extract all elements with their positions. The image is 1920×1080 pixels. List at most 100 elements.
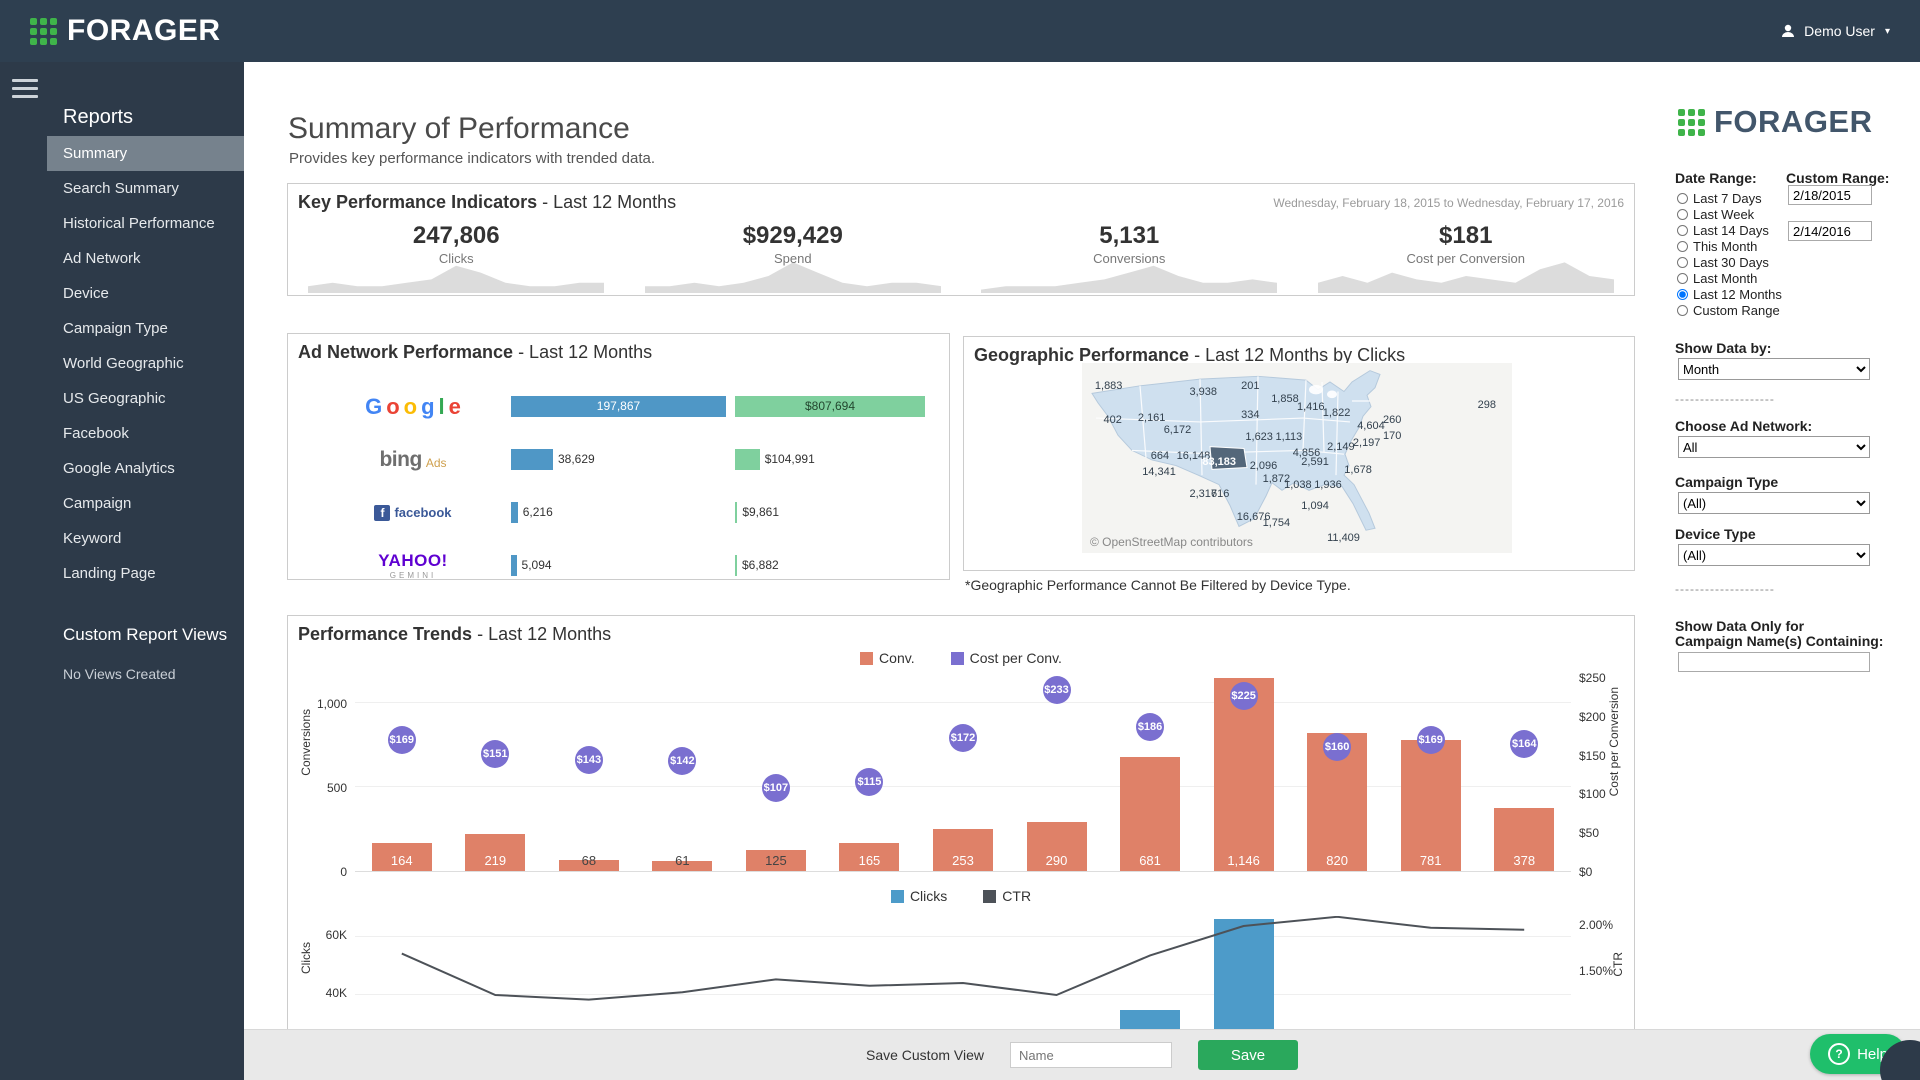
chart1-right-tick: $250	[1579, 671, 1606, 685]
sidebar-item-summary[interactable]: Summary	[47, 136, 244, 171]
campaign-type-select[interactable]: (All)	[1678, 492, 1870, 514]
user-menu[interactable]: Demo User ▾	[1780, 23, 1890, 39]
sidebar-item-campaign-type[interactable]: Campaign Type	[63, 320, 168, 337]
spend-value: $9,861	[742, 505, 780, 519]
show-data-by-select[interactable]: Month	[1678, 358, 1870, 380]
sidebar-item-historical-performance[interactable]: Historical Performance	[63, 215, 215, 232]
sidebar-item-search-summary[interactable]: Search Summary	[63, 180, 179, 197]
geo-state-clicks: 334	[1241, 408, 1260, 421]
campaign-name-filter-input[interactable]	[1678, 652, 1870, 672]
date-range-option-last-12-months[interactable]: Last 12 Months	[1677, 286, 1782, 302]
geo-state-clicks: 14,341	[1142, 465, 1176, 478]
hamburger-menu-icon[interactable]	[12, 74, 38, 103]
sidebar-item-google-analytics[interactable]: Google Analytics	[63, 460, 175, 477]
sidebar-item-us-geographic[interactable]: US Geographic	[63, 390, 166, 407]
custom-range-to-input[interactable]	[1788, 221, 1872, 241]
cost-per-conversion-point: $142	[668, 746, 697, 775]
kpi-label: Cost per Conversion	[1406, 251, 1526, 266]
date-range-option-last-7-days[interactable]: Last 7 Days	[1677, 190, 1782, 206]
legend-swatch-cost-per-conv	[950, 651, 964, 665]
date-range-radio-last-12-months[interactable]	[1677, 288, 1688, 300]
date-range-radio-last-month[interactable]	[1677, 272, 1688, 284]
date-range-radio-custom-range[interactable]	[1677, 304, 1688, 316]
conversions-bar	[839, 843, 900, 871]
geographic-panel-title: Geographic Performance - Last 12 Months …	[974, 345, 1405, 366]
geo-state-clicks: 201	[1241, 380, 1260, 393]
cost-per-conversion-point: $115	[855, 767, 884, 796]
cost-per-conversion-point: $186	[1136, 712, 1165, 741]
sidebar-item-keyword[interactable]: Keyword	[63, 530, 122, 547]
cost-per-conversion-point: $164	[1510, 729, 1539, 758]
forager-logo: FORAGER	[30, 14, 221, 48]
ad-network-select[interactable]: All	[1678, 436, 1870, 458]
sidebar-item-campaign[interactable]: Campaign	[63, 495, 132, 512]
brand-name: FORAGER	[67, 14, 221, 47]
conversions-bar	[1494, 807, 1555, 871]
geo-state-clicks: 1,858	[1271, 393, 1299, 406]
question-icon: ?	[1828, 1043, 1851, 1065]
custom-range-from-input[interactable]	[1788, 185, 1872, 205]
chart1-left-axis-label: Conversions	[299, 709, 313, 776]
date-range-options: Last 7 Days Last Week Last 14 Days This Mon…	[1677, 190, 1782, 318]
trends-title-period: - Last 12 Months	[472, 624, 612, 644]
chart1-left-tick: 0	[340, 865, 347, 879]
us-choropleth-map[interactable]: 1,883 3,938 201 1,858 1,416 1,822 298 260 402 2,1…	[1082, 363, 1512, 553]
geo-state-clicks: 16,148	[1176, 450, 1211, 463]
no-views-created-text: No Views Created	[63, 666, 176, 682]
geo-state-clicks: 1,872	[1262, 473, 1291, 486]
clicks-bar	[511, 449, 553, 470]
show-data-by-label: Show Data by:	[1675, 340, 1772, 356]
date-range-option-last-week[interactable]: Last Week	[1677, 206, 1782, 222]
chart2-left-tick: 60K	[325, 928, 347, 942]
sidebar-item-landing-page[interactable]: Landing Page	[63, 565, 156, 582]
date-range-radio-last-14-days[interactable]	[1677, 224, 1688, 236]
ad-network-title-period: - Last 12 Months	[513, 342, 653, 362]
geo-state-clicks: 402	[1103, 414, 1122, 427]
date-range-option-last-month[interactable]: Last Month	[1677, 270, 1782, 286]
sidebar-item-ad-network[interactable]: Ad Network	[63, 250, 141, 267]
spend-value: $807,694	[804, 399, 856, 413]
date-range-option-this-month[interactable]: This Month	[1677, 238, 1782, 254]
sidebar-item-world-geographic[interactable]: World Geographic	[63, 355, 184, 372]
chart1-left-tick: 1,000	[316, 697, 347, 711]
geo-state-clicks: 1,623	[1245, 431, 1273, 444]
geo-state-clicks: 664	[1150, 450, 1170, 463]
date-range-option-last-30-days[interactable]: Last 30 Days	[1677, 254, 1782, 270]
date-range-option-custom-range[interactable]: Custom Range	[1677, 302, 1782, 318]
date-range-radio-last-7-days[interactable]	[1677, 192, 1688, 204]
kpi-cost-per-conversion: $181 Cost per Conversion	[1298, 214, 1635, 295]
spend-bar	[735, 555, 737, 576]
date-range-radio-this-month[interactable]	[1677, 240, 1688, 252]
map-attribution: © OpenStreetMap contributors	[1090, 535, 1253, 549]
geo-state-clicks: 6,172	[1163, 423, 1192, 436]
clicks-bar: 197,867	[511, 396, 726, 417]
conversions-value: 378	[1513, 853, 1536, 868]
conversions-bar	[933, 828, 993, 871]
sidebar-item-facebook[interactable]: Facebook	[63, 425, 129, 442]
geo-state-clicks: 2,149	[1327, 440, 1355, 453]
geo-state-clicks: 83,183	[1202, 456, 1237, 469]
ad-logo-yahoo-gemini: YAHOO! GEMINI	[378, 551, 448, 580]
page-title: Summary of Performance	[288, 112, 630, 145]
kpi-label: Clicks	[438, 251, 474, 266]
device-type-select[interactable]: (All)	[1678, 544, 1870, 566]
date-range-radio-last-week[interactable]	[1677, 208, 1688, 220]
save-custom-view-label: Save Custom View	[865, 1047, 984, 1063]
divider: --------------------	[1675, 392, 1775, 406]
date-range-option-last-14-days[interactable]: Last 14 Days	[1677, 222, 1782, 238]
date-range-radio-last-30-days[interactable]	[1677, 256, 1688, 268]
help-label: Help	[1857, 1045, 1888, 1063]
sidebar-item-device[interactable]: Device	[63, 285, 109, 302]
conversions-value: 125	[765, 853, 787, 868]
conversions-bar	[371, 843, 432, 871]
cost-per-conversion-point: $172	[949, 723, 977, 752]
device-type-label: Device Type	[1675, 526, 1756, 542]
custom-view-name-input[interactable]	[1010, 1042, 1172, 1068]
kpi-sparkline	[308, 265, 605, 293]
save-button[interactable]: Save	[1198, 1040, 1298, 1070]
performance-trends-panel: Performance Trends - Last 12 Months Conv…	[287, 615, 1635, 1080]
forager-logo-icon	[1678, 108, 1705, 136]
chart2-left-axis-label: Clicks	[299, 942, 313, 974]
chart1-right-tick: $100	[1579, 787, 1606, 802]
geo-footnote: *Geographic Performance Cannot Be Filter…	[965, 577, 1351, 593]
